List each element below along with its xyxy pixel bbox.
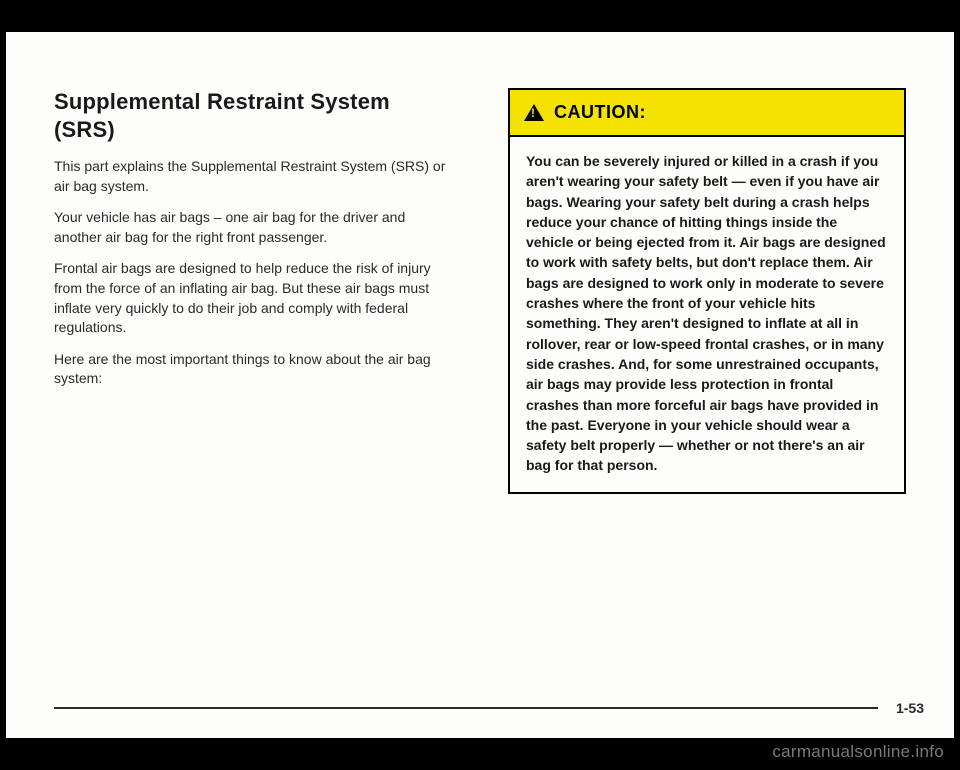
footer-rule — [54, 707, 878, 709]
paragraph: Your vehicle has air bags – one air bag … — [54, 208, 452, 247]
paragraph: Frontal air bags are designed to help re… — [54, 259, 452, 337]
warning-triangle-icon — [524, 104, 544, 121]
caution-title: CAUTION: — [554, 102, 646, 123]
right-column: CAUTION: You can be severely injured or … — [508, 88, 906, 494]
caution-header: CAUTION: — [510, 90, 904, 137]
paragraph: This part explains the Supplemental Rest… — [54, 157, 452, 196]
page-footer: 1-53 — [54, 700, 924, 716]
manual-page: Supplemental Restraint System (SRS) This… — [6, 32, 954, 738]
caution-body: You can be severely injured or killed in… — [510, 137, 904, 492]
caution-box: CAUTION: You can be severely injured or … — [508, 88, 906, 494]
left-column: Supplemental Restraint System (SRS) This… — [54, 88, 452, 494]
content-columns: Supplemental Restraint System (SRS) This… — [54, 88, 906, 494]
watermark-text: carmanualsonline.info — [772, 742, 944, 762]
page-number: 1-53 — [896, 700, 924, 716]
paragraph: Here are the most important things to kn… — [54, 350, 452, 389]
section-heading: Supplemental Restraint System (SRS) — [54, 88, 452, 143]
